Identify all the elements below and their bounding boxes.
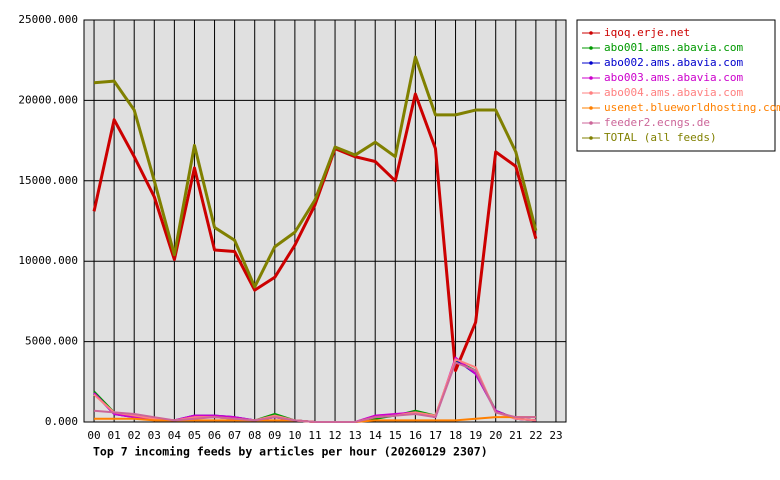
x-tick-label: 07	[228, 429, 241, 442]
chart-title: Top 7 incoming feeds by articles per hou…	[93, 445, 488, 459]
legend-label: abo003.ams.abavia.com	[604, 71, 743, 84]
x-tick-label: 05	[188, 429, 201, 442]
legend-box	[576, 19, 776, 152]
y-tick-label: 5000.000	[25, 335, 78, 348]
legend-marker	[589, 91, 593, 95]
x-tick-label: 02	[128, 429, 141, 442]
legend-marker	[589, 121, 593, 125]
legend-label: usenet.blueworldhosting.com	[604, 101, 780, 114]
x-tick-label: 15	[389, 429, 402, 442]
legend-label: TOTAL (all feeds)	[604, 131, 717, 144]
legend-marker	[589, 46, 593, 50]
legend-label: abo001.ams.abavia.com	[604, 41, 743, 54]
series-line	[92, 92, 538, 373]
legend-label: abo004.ams.abavia.com	[604, 86, 743, 99]
x-tick-label: 11	[308, 429, 321, 442]
legend-marker	[589, 31, 593, 35]
y-tick-label: 25000.000	[18, 13, 78, 26]
x-tick-label: 09	[268, 429, 281, 442]
series-line	[93, 361, 536, 423]
x-tick-label: 22	[529, 429, 542, 442]
legend-label: iqoq.erje.net	[604, 26, 690, 39]
x-tick-label: 20	[489, 429, 502, 442]
y-tick-label: 0.000	[45, 415, 78, 428]
x-tick-label: 21	[509, 429, 522, 442]
x-tick-label: 23	[549, 429, 562, 442]
x-tick-label: 08	[248, 429, 261, 442]
x-tick-label: 19	[469, 429, 482, 442]
legend-marker	[589, 136, 593, 140]
y-tick-label: 15000.000	[18, 174, 78, 187]
x-tick-label: 10	[288, 429, 301, 442]
x-tick-label: 17	[429, 429, 442, 442]
legend-label: abo002.ams.abavia.com	[604, 56, 743, 69]
series-line	[93, 55, 538, 289]
x-tick-label: 16	[409, 429, 422, 442]
x-tick-label: 12	[328, 429, 341, 442]
x-tick-label: 13	[349, 429, 362, 442]
y-tick-label: 20000.000	[18, 93, 78, 106]
x-tick-label: 06	[208, 429, 221, 442]
x-tick-label: 18	[449, 429, 462, 442]
plot-area	[84, 20, 566, 422]
legend-marker	[589, 106, 593, 110]
x-tick-label: 04	[168, 429, 182, 442]
legend-marker	[589, 61, 593, 65]
x-tick-label: 03	[148, 429, 161, 442]
legend-label: feeder2.ecngs.de	[604, 116, 710, 129]
x-tick-label: 14	[369, 429, 383, 442]
x-tick-label: 01	[108, 429, 121, 442]
legend-marker	[589, 76, 593, 80]
y-tick-label: 10000.000	[18, 254, 78, 267]
x-tick-label: 00	[87, 429, 100, 442]
